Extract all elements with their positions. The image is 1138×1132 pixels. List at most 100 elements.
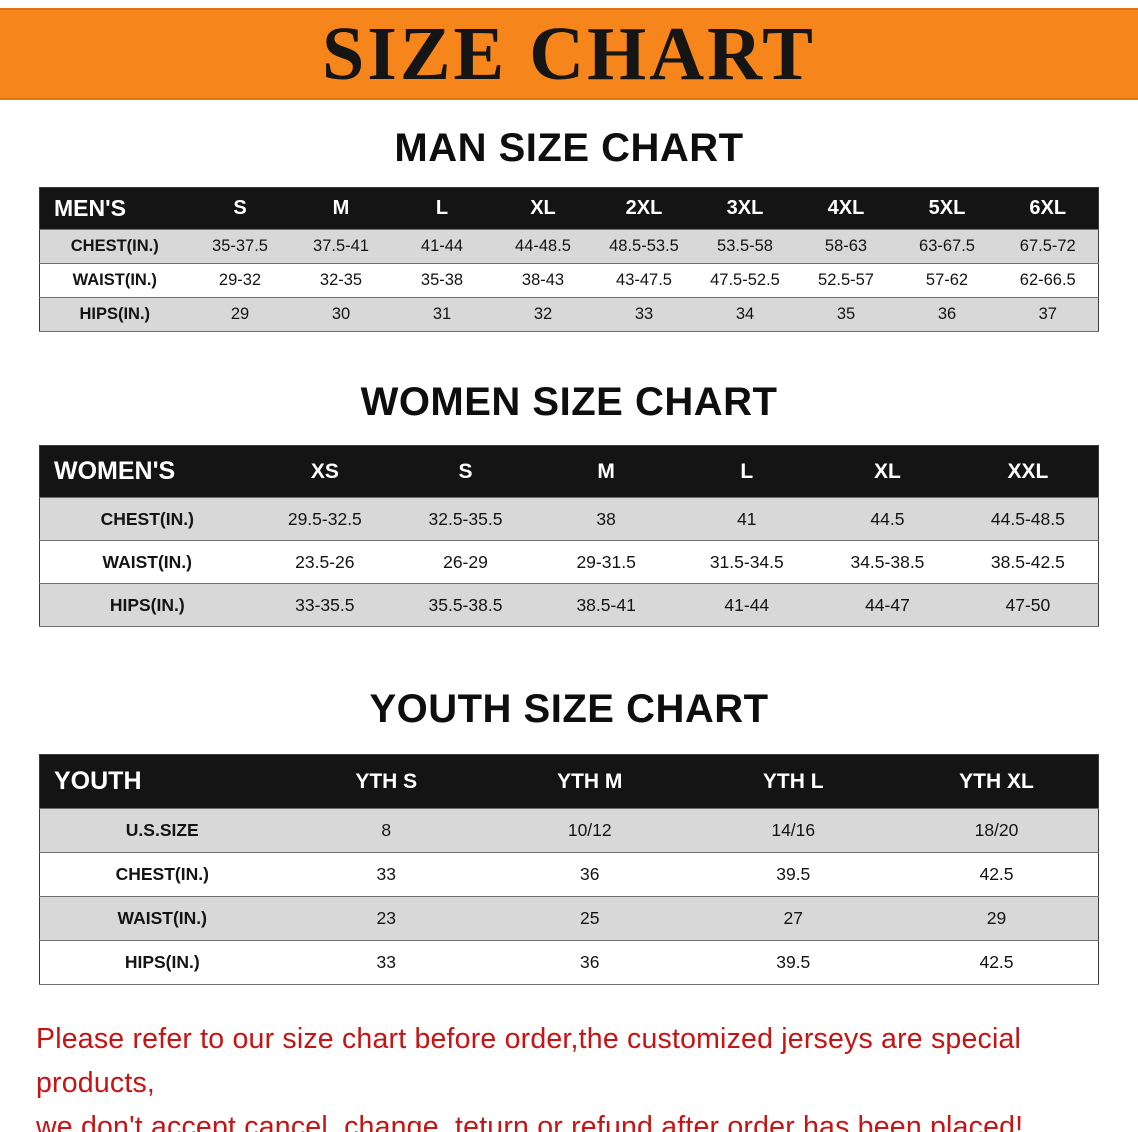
table-row: HIPS(IN.) 29 30 31 32 33 34 35 36 37 (39, 297, 1099, 332)
column-header: M (535, 445, 677, 498)
men-section-heading: MAN SIZE CHART (394, 126, 744, 170)
column-header: L (391, 187, 493, 230)
value-cell: 39.5 (691, 852, 895, 897)
value-cell: 43-47.5 (593, 263, 695, 298)
value-cell: 14/16 (691, 808, 895, 853)
value-cell: 37.5-41 (290, 229, 392, 264)
value-cell: 37 (997, 297, 1099, 332)
column-header: L (676, 445, 818, 498)
header-row: MEN'S S M L XL 2XL 3XL 4XL 5XL 6XL (39, 187, 1099, 230)
value-cell: 38.5-41 (535, 583, 677, 627)
value-cell: 33 (284, 852, 488, 897)
value-cell: 26-29 (395, 540, 536, 584)
value-cell: 29-31.5 (535, 540, 677, 584)
column-header: M (290, 187, 392, 230)
table-row: HIPS(IN.) 33-35.5 35.5-38.5 38.5-41 41-44 44-… (39, 583, 1099, 627)
column-header: 5XL (896, 187, 998, 230)
value-cell: 33-35.5 (254, 583, 396, 627)
row-label-cell: WAIST(IN.) (39, 540, 255, 584)
value-cell: 29-32 (189, 263, 291, 298)
value-cell: 38-43 (492, 263, 594, 298)
youth-size-table: YOUTH YTH S YTH M YTH L YTH XL U.S.SIZE 8 10/12… (39, 754, 1099, 985)
value-cell: 18/20 (895, 808, 1099, 853)
banner-title: SIZE CHART (321, 12, 816, 96)
value-cell: 44-48.5 (492, 229, 594, 264)
row-label-cell: HIPS(IN.) (39, 297, 190, 332)
value-cell: 39.5 (691, 940, 895, 985)
value-cell: 34.5-38.5 (817, 540, 958, 584)
table-title-cell: YOUTH (39, 754, 285, 809)
column-header: 2XL (593, 187, 695, 230)
value-cell: 32 (492, 297, 594, 332)
value-cell: 31 (391, 297, 493, 332)
header-row: WOMEN'S XS S M L XL XXL (39, 445, 1099, 498)
table-row: HIPS(IN.) 33 36 39.5 42.5 (39, 940, 1099, 985)
table-title-cell: WOMEN'S (39, 445, 255, 498)
value-cell: 38 (535, 497, 677, 541)
size-chart-banner: SIZE CHART (0, 8, 1138, 100)
header-row: YOUTH YTH S YTH M YTH L YTH XL (39, 754, 1099, 809)
value-cell: 44.5 (817, 497, 958, 541)
table-row: WAIST(IN.) 23 25 27 29 (39, 896, 1099, 941)
value-cell: 38.5-42.5 (957, 540, 1099, 584)
value-cell: 58-63 (795, 229, 897, 264)
value-cell: 47-50 (957, 583, 1099, 627)
row-label-cell: HIPS(IN.) (39, 940, 285, 985)
value-cell: 32-35 (290, 263, 392, 298)
table-row: CHEST(IN.) 33 36 39.5 42.5 (39, 852, 1099, 897)
value-cell: 32.5-35.5 (395, 497, 536, 541)
column-header: XL (817, 445, 958, 498)
value-cell: 10/12 (488, 808, 692, 853)
value-cell: 31.5-34.5 (676, 540, 818, 584)
value-cell: 57-62 (896, 263, 998, 298)
table-row: CHEST(IN.) 29.5-32.5 32.5-35.5 38 41 44.5 44.5… (39, 497, 1099, 541)
value-cell: 36 (488, 940, 692, 985)
value-cell: 34 (694, 297, 796, 332)
column-header: YTH M (488, 754, 692, 809)
row-label-cell: CHEST(IN.) (39, 852, 285, 897)
disclaimer-text: Please refer to our size chart before or… (0, 1017, 1138, 1132)
column-header: XXL (957, 445, 1099, 498)
value-cell: 48.5-53.5 (593, 229, 695, 264)
column-header: XS (254, 445, 396, 498)
value-cell: 67.5-72 (997, 229, 1099, 264)
disclaimer-line-2: we don't accept cancel, change, teturn o… (36, 1111, 1024, 1132)
value-cell: 63-67.5 (896, 229, 998, 264)
table-row: U.S.SIZE 8 10/12 14/16 18/20 (39, 808, 1099, 853)
column-header: YTH S (284, 754, 488, 809)
value-cell: 44-47 (817, 583, 958, 627)
value-cell: 47.5-52.5 (694, 263, 796, 298)
value-cell: 33 (284, 940, 488, 985)
value-cell: 62-66.5 (997, 263, 1099, 298)
value-cell: 25 (488, 896, 692, 941)
women-section-heading: WOMEN SIZE CHART (360, 380, 778, 424)
women-size-table: WOMEN'S XS S M L XL XXL CHEST(IN.) 29.5-32.5 32.5… (39, 445, 1099, 627)
row-label-cell: WAIST(IN.) (39, 896, 285, 941)
value-cell: 29 (189, 297, 291, 332)
column-header: 3XL (694, 187, 796, 230)
value-cell: 33 (593, 297, 695, 332)
value-cell: 42.5 (895, 940, 1099, 985)
value-cell: 41 (676, 497, 818, 541)
value-cell: 36 (896, 297, 998, 332)
column-header: S (189, 187, 291, 230)
value-cell: 35-37.5 (189, 229, 291, 264)
column-header: S (395, 445, 536, 498)
value-cell: 42.5 (895, 852, 1099, 897)
table-row: CHEST(IN.) 35-37.5 37.5-41 41-44 44-48.5 48.5… (39, 229, 1099, 264)
value-cell: 29.5-32.5 (254, 497, 396, 541)
row-label-cell: CHEST(IN.) (39, 497, 255, 541)
youth-section-heading: YOUTH SIZE CHART (369, 687, 769, 731)
value-cell: 29 (895, 896, 1099, 941)
value-cell: 35.5-38.5 (395, 583, 536, 627)
value-cell: 36 (488, 852, 692, 897)
value-cell: 27 (691, 896, 895, 941)
row-label-cell: CHEST(IN.) (39, 229, 190, 264)
value-cell: 53.5-58 (694, 229, 796, 264)
value-cell: 41-44 (676, 583, 818, 627)
value-cell: 23.5-26 (254, 540, 396, 584)
table-title-cell: MEN'S (39, 187, 190, 230)
value-cell: 30 (290, 297, 392, 332)
value-cell: 23 (284, 896, 488, 941)
column-header: 4XL (795, 187, 897, 230)
